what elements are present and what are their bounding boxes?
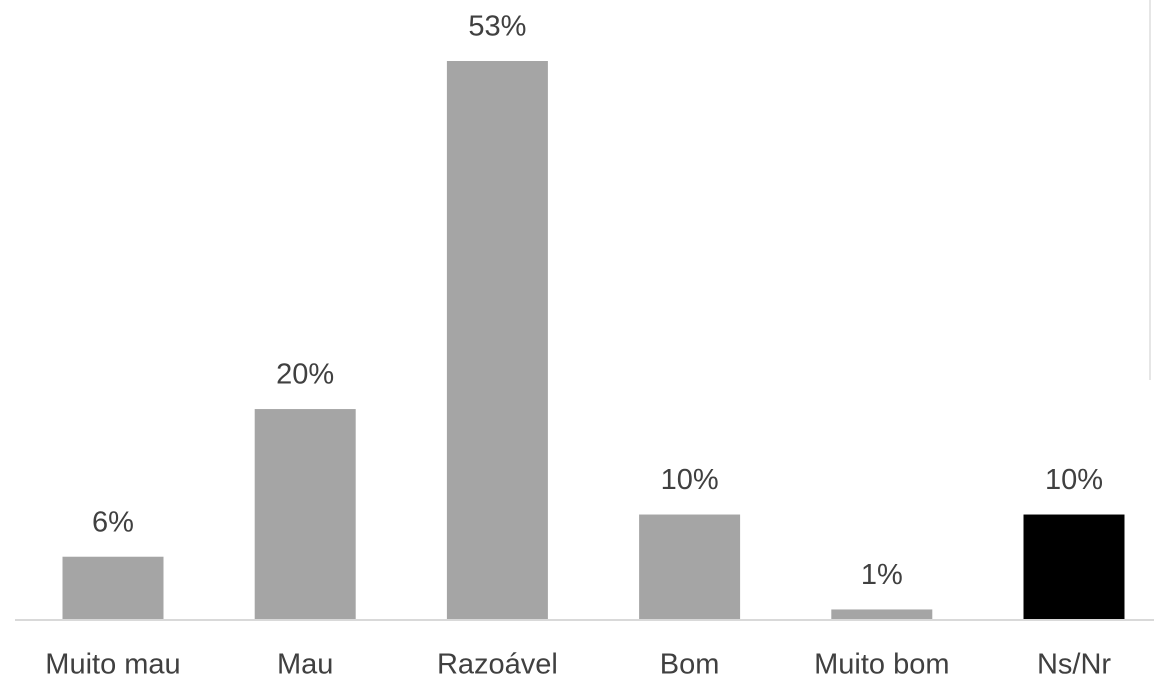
- bar: [639, 514, 741, 620]
- x-tick-label: Bom: [660, 649, 720, 681]
- data-label: 20%: [276, 359, 334, 391]
- data-label: 10%: [1045, 464, 1103, 496]
- data-label: 6%: [92, 506, 134, 538]
- x-tick-label: Muito bom: [814, 649, 949, 681]
- x-tick-label: Ns/Nr: [1037, 649, 1111, 681]
- x-tick-label: Muito mau: [45, 649, 180, 681]
- bar: [62, 556, 164, 620]
- bar: [1023, 514, 1125, 620]
- x-tick-label: Razoável: [437, 649, 558, 681]
- bar: [254, 409, 356, 620]
- bar: [446, 61, 548, 620]
- data-label: 53%: [468, 11, 526, 43]
- bar: [831, 609, 933, 620]
- data-label: 10%: [661, 464, 719, 496]
- x-tick-label: Mau: [277, 649, 333, 681]
- data-label: 1%: [861, 559, 903, 591]
